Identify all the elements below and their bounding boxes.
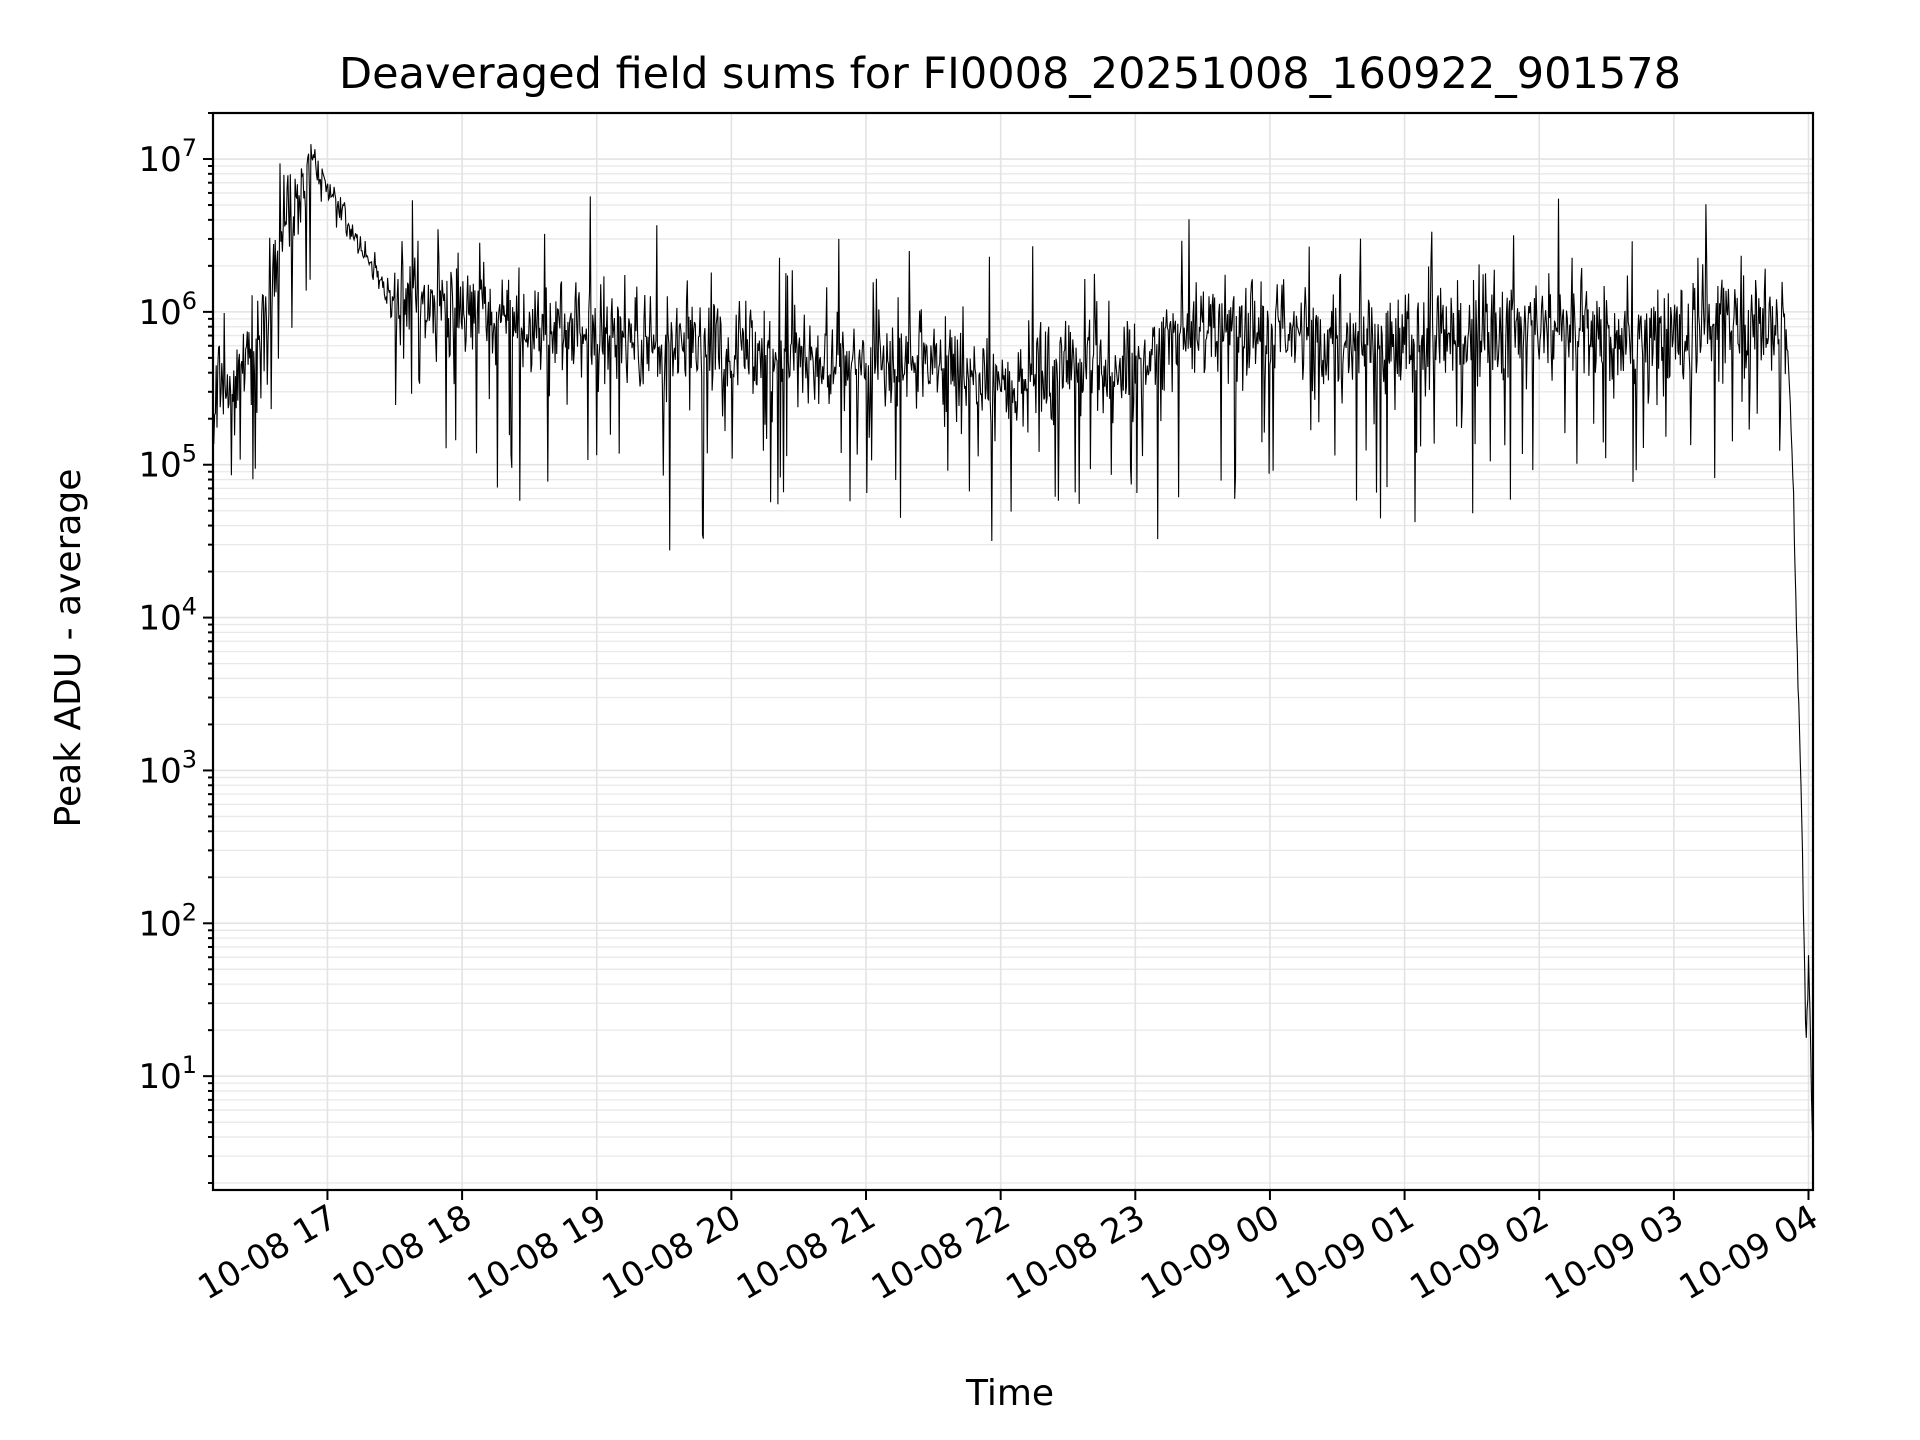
series-line — [212, 144, 1814, 1138]
chart-title: Deaveraged field sums for FI0008_2025100… — [339, 49, 1681, 99]
y-tick-label: 106 — [138, 287, 197, 333]
y-tick-label-base: 10 — [138, 293, 181, 333]
y-tick-label: 104 — [138, 593, 197, 639]
y-axis-label: Peak ADU - average — [48, 469, 89, 828]
series-layer — [212, 144, 1814, 1138]
y-tick-label-base: 10 — [138, 140, 181, 180]
grid-lines — [213, 112, 1813, 1190]
y-tick-label: 105 — [138, 440, 197, 486]
y-tick-label-base: 10 — [138, 751, 181, 791]
y-tick-label: 103 — [138, 745, 197, 791]
x-axis-label: Time — [965, 1373, 1054, 1414]
y-tick-label: 102 — [138, 898, 197, 944]
y-tick-label-base: 10 — [138, 904, 181, 944]
y-tick-label-exponent: 7 — [182, 134, 197, 162]
y-tick-label-exponent: 3 — [182, 745, 197, 773]
y-tick-label-base: 10 — [138, 1057, 181, 1097]
y-tick-label: 101 — [138, 1051, 197, 1097]
y-tick-label-exponent: 6 — [182, 287, 197, 315]
y-tick-label-base: 10 — [138, 446, 181, 486]
y-tick-label: 107 — [138, 134, 197, 180]
y-tick-label-exponent: 2 — [182, 898, 197, 926]
y-tick-label-exponent: 5 — [182, 440, 197, 468]
y-tick-label-exponent: 1 — [182, 1051, 197, 1079]
y-tick-label-base: 10 — [138, 599, 181, 639]
y-tick-label-exponent: 4 — [182, 593, 197, 621]
